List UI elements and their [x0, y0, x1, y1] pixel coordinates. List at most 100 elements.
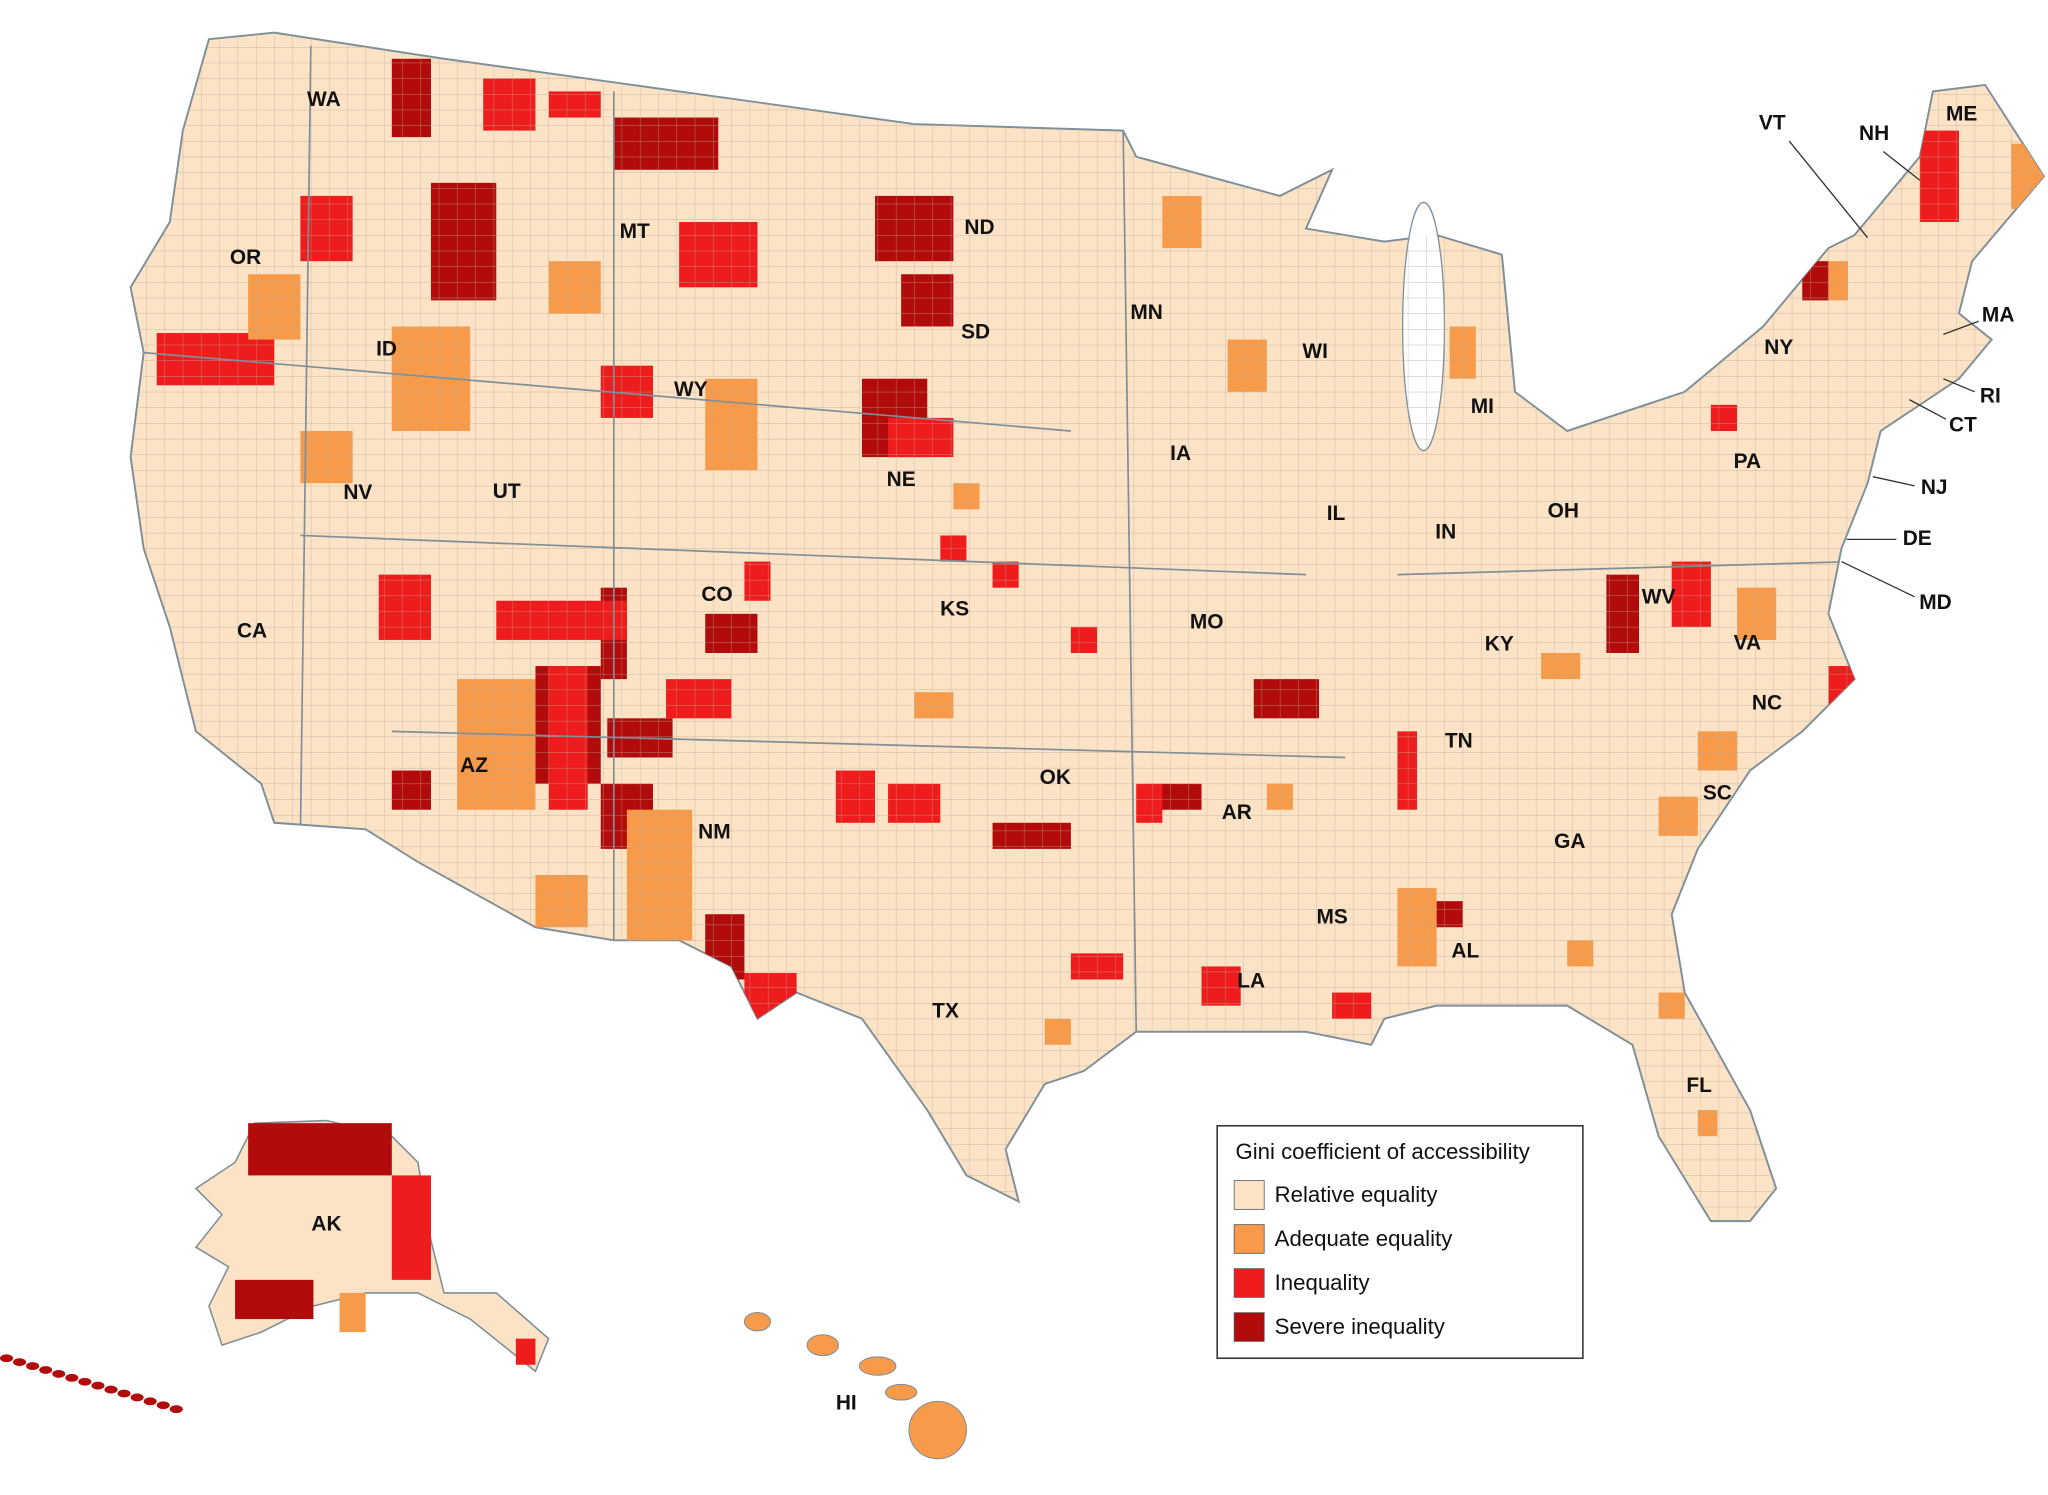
- state-label: OH: [1548, 499, 1579, 522]
- legend-swatch: [1233, 1224, 1265, 1254]
- state-label: MS: [1316, 906, 1347, 929]
- state-label: PA: [1734, 450, 1761, 473]
- state-label: VT: [1759, 112, 1786, 135]
- county-fill: [339, 1292, 366, 1333]
- state-label: IL: [1327, 502, 1346, 525]
- aleutian-island: [26, 1362, 40, 1370]
- state-border: [1397, 560, 1855, 576]
- state-label: MA: [1982, 304, 2014, 327]
- aleutian-island: [91, 1381, 105, 1390]
- hawaii-island: [908, 1400, 967, 1460]
- legend-label: Relative equality: [1275, 1182, 1439, 1207]
- state-label: AL: [1451, 940, 1479, 963]
- state-label: UT: [493, 480, 521, 503]
- state-label: WA: [307, 88, 341, 111]
- legend-label: Inequality: [1275, 1270, 1371, 1295]
- state-label: SC: [1703, 782, 1732, 805]
- county-borders: [130, 32, 2044, 1222]
- state-label: IA: [1170, 442, 1191, 465]
- county-fill: [391, 1175, 431, 1280]
- state-label: OR: [230, 246, 261, 269]
- hawaii-island: [806, 1334, 839, 1357]
- state-label: MD: [1919, 591, 1951, 614]
- state-label: GA: [1554, 830, 1585, 853]
- aleutian-island: [143, 1397, 157, 1406]
- county-fill: [515, 1338, 536, 1365]
- leader: [1943, 320, 1979, 335]
- state-border: [300, 534, 1307, 576]
- state-label: TN: [1445, 729, 1473, 752]
- aleutian-island: [52, 1369, 66, 1378]
- state-label: DE: [1903, 527, 1932, 550]
- state-label: MO: [1190, 610, 1224, 633]
- state-label: VA: [1734, 631, 1761, 654]
- state-label: NY: [1764, 336, 1793, 359]
- aleutian-island: [13, 1358, 27, 1367]
- county-fill: [783, 1005, 823, 1058]
- legend-title: Gini coefficient of accessibility: [1235, 1139, 1530, 1164]
- aleutian-island: [117, 1389, 131, 1398]
- legend-box: [1216, 1124, 1584, 1360]
- state-label: CT: [1949, 413, 1977, 436]
- aleutian-island: [130, 1393, 144, 1402]
- county-grid: [130, 32, 2044, 1222]
- legend-swatch: [1233, 1268, 1265, 1298]
- state-label: AK: [311, 1213, 341, 1236]
- leader-lines: [1788, 140, 1979, 598]
- state-border: [299, 45, 312, 836]
- leader: [1788, 140, 1869, 239]
- state-border: [391, 730, 1346, 759]
- state-label: FL: [1686, 1074, 1712, 1097]
- county-fill: [248, 1123, 392, 1176]
- aleutian-island: [78, 1377, 92, 1386]
- state-label: HI: [836, 1391, 857, 1414]
- state-border: [143, 351, 1071, 432]
- legend: Gini coefficient of accessibility Relati…: [1216, 1124, 1584, 1360]
- leader: [1943, 378, 1975, 393]
- state-label: MT: [620, 220, 650, 243]
- state-label: NE: [887, 468, 916, 491]
- hawaii-island: [884, 1383, 918, 1401]
- leader: [1841, 560, 1915, 598]
- state-label: TX: [932, 1000, 959, 1023]
- state-label: MN: [1130, 301, 1162, 324]
- hawaii-island: [743, 1312, 772, 1332]
- state-label: CO: [701, 583, 732, 606]
- state-label: ME: [1946, 102, 1977, 125]
- aleutian-island: [0, 1354, 14, 1363]
- state-label: NJ: [1921, 476, 1948, 499]
- state-label: WI: [1302, 340, 1328, 363]
- state-label: CA: [237, 620, 267, 643]
- state-label: AZ: [460, 754, 488, 777]
- state-label: WV: [1642, 586, 1676, 609]
- state-label: NC: [1752, 691, 1782, 714]
- state-label: LA: [1237, 970, 1265, 993]
- state-label: KS: [940, 597, 969, 620]
- legend-label: Adequate equality: [1275, 1226, 1454, 1251]
- aleutian-island: [65, 1373, 79, 1382]
- leader: [1909, 399, 1947, 420]
- state-label: KY: [1485, 633, 1514, 656]
- aleutian-island: [169, 1405, 183, 1414]
- state-label: RI: [1980, 385, 2001, 408]
- state-label: NH: [1859, 122, 1889, 145]
- aleutian-island: [156, 1401, 170, 1410]
- state-label: OK: [1040, 766, 1071, 789]
- state-label: NM: [698, 821, 730, 844]
- state-labels: WA OR ID MT WY NV UT CA AZ CO NM ND SD NE KS OK TX MN IA MO…: [230, 88, 2015, 1414]
- state-label: IN: [1435, 520, 1456, 543]
- county-fill: [235, 1279, 314, 1320]
- legend-swatch: [1233, 1312, 1265, 1342]
- state-label: ND: [964, 216, 994, 239]
- state-label: AR: [1222, 801, 1252, 824]
- leader: [1882, 150, 1921, 181]
- state-label: WY: [674, 378, 708, 401]
- state-label: SD: [961, 321, 990, 344]
- state-label: NV: [343, 481, 372, 504]
- hawaii-island: [858, 1356, 897, 1376]
- state-border: [1122, 130, 1138, 1032]
- legend-label: Severe inequality: [1275, 1314, 1446, 1339]
- aleutian-island: [39, 1366, 53, 1374]
- state-label: MI: [1471, 395, 1494, 418]
